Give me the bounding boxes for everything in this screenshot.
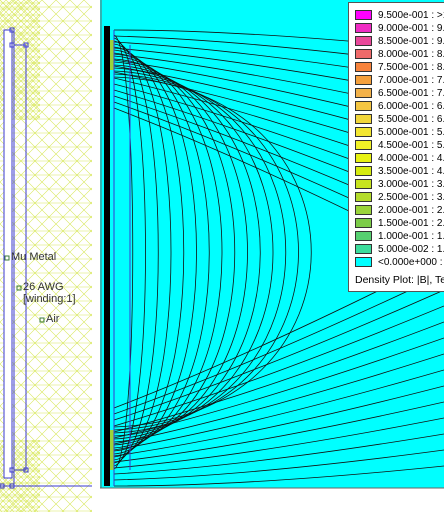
block-label-winding[interactable]: [winding:1] [23,293,76,305]
legend-label: 1.000e-001 : 1.500e-001 [378,230,444,242]
legend-row: 8.000e-001 : 8.500e-001 [355,48,444,60]
legend-label: 6.000e-001 : 6.500e-001 [378,100,444,112]
legend-row: <0.000e+000 : 5.000e-002 [355,256,444,268]
legend-label: 6.500e-001 : 7.000e-001 [378,87,444,99]
contour-line [113,465,444,487]
legend-row: 4.000e-001 : 4.500e-001 [355,152,444,164]
legend-label: <0.000e+000 : 5.000e-002 [378,256,444,268]
contour-line [113,321,444,433]
legend-swatch [355,75,372,85]
contour-line [113,369,444,451]
contour-line [113,337,444,439]
contour-line [113,40,159,464]
legend-swatch [355,114,372,124]
legend-label: 5.000e-002 : 1.000e-001 [378,243,444,255]
legend-label: 2.000e-001 : 2.500e-001 [378,204,444,216]
block-label-marker-wire[interactable] [16,285,22,291]
block-label-marker-air[interactable] [39,317,45,323]
legend-swatch [355,23,372,33]
legend-swatch [355,192,372,202]
block-label-air[interactable]: Air [46,313,60,325]
node-marker[interactable] [9,483,15,489]
contour-line [113,417,444,469]
block-label-marker-mu-metal[interactable] [4,255,10,261]
legend-row: 3.000e-001 : 3.500e-001 [355,178,444,190]
legend-swatch [355,88,372,98]
contour-line [113,449,444,481]
legend-swatch [355,49,372,59]
node-marker[interactable] [9,27,15,33]
node-marker[interactable] [23,42,29,48]
legend-swatch [355,244,372,254]
block-label-mu-metal[interactable]: Mu Metal [11,251,56,263]
mesh-svg: Mu Metal 26 AWG [winding:1] Air [0,0,92,512]
legend-swatch [355,218,372,228]
legend-swatch [355,205,372,215]
legend-label: 7.000e-001 : 7.500e-001 [378,74,444,86]
legend-row: 2.000e-001 : 2.500e-001 [355,204,444,216]
legend-swatch [355,166,372,176]
legend-row: 6.500e-001 : 7.000e-001 [355,87,444,99]
node-marker[interactable] [0,483,5,489]
contour-line [113,305,444,427]
legend-label: 5.000e-001 : 5.500e-001 [378,126,444,138]
legend-row: 4.500e-001 : 5.000e-001 [355,139,444,151]
contour-line [113,401,444,463]
legend-swatch [355,10,372,20]
node-marker[interactable] [9,467,15,473]
legend-label: 1.500e-001 : 2.000e-001 [378,217,444,229]
legend-swatch [355,127,372,137]
legend-row: 1.500e-001 : 2.000e-001 [355,217,444,229]
legend-row: 9.000e-001 : 9.500e-001 [355,22,444,34]
legend-row: 1.000e-001 : 1.500e-001 [355,230,444,242]
contour-line [113,273,444,415]
node-marker[interactable] [23,467,29,473]
node-marker[interactable] [9,42,15,48]
legend-title: Density Plot: |B|, Tesla [355,274,444,286]
legend-swatch [355,101,372,111]
legend-swatch [355,231,372,241]
contour-line [113,353,444,445]
legend-swatch [355,179,372,189]
legend-label: 4.500e-001 : 5.000e-001 [378,139,444,151]
legend-label: 3.000e-001 : 3.500e-001 [378,178,444,190]
legend-row: 7.000e-001 : 7.500e-001 [355,74,444,86]
legend-label: 8.000e-001 : 8.500e-001 [378,48,444,60]
legend-row: 2.500e-001 : 3.000e-001 [355,191,444,203]
legend-row: 5.000e-001 : 5.500e-001 [355,126,444,138]
winding-region[interactable] [3,29,13,479]
legend-label: 4.000e-001 : 4.500e-001 [378,152,444,164]
legend-label: 9.500e-001 : >1.000e+000 [378,9,444,21]
legend-label: 8.500e-001 : 9.000e-001 [378,35,444,47]
density-legend: 9.500e-001 : >1.000e+0009.000e-001 : 9.5… [348,2,444,292]
legend-label: 9.000e-001 : 9.500e-001 [378,22,444,34]
legend-row: 8.500e-001 : 9.000e-001 [355,35,444,47]
legend-swatch [355,257,372,267]
field-concentration-bottom [110,430,114,470]
mesh-view[interactable]: Mu Metal 26 AWG [winding:1] Air [0,0,92,512]
density-plot-view[interactable]: 9.500e-001 : >1.000e+0009.000e-001 : 9.5… [100,0,444,512]
legend-label: 5.500e-001 : 6.000e-001 [378,113,444,125]
block-label-wire[interactable]: 26 AWG [23,281,64,293]
legend-swatch [355,36,372,46]
contour-line [113,433,444,475]
contour-line [113,385,444,457]
contour-line [113,58,235,446]
legend-label: 3.500e-001 : 4.000e-001 [378,165,444,177]
legend-swatch [355,140,372,150]
legend-swatch [355,62,372,72]
legend-label: 7.500e-001 : 8.000e-001 [378,61,444,73]
contour-line [113,289,444,421]
contour-line [113,76,312,428]
legend-row: 6.000e-001 : 6.500e-001 [355,100,444,112]
legend-row: 3.500e-001 : 4.000e-001 [355,165,444,177]
legend-label: 2.500e-001 : 3.000e-001 [378,191,444,203]
legend-row: 7.500e-001 : 8.000e-001 [355,61,444,73]
field-concentration-top [110,40,114,70]
legend-row: 9.500e-001 : >1.000e+000 [355,9,444,21]
legend-row: 5.500e-001 : 6.000e-001 [355,113,444,125]
legend-row: 5.000e-002 : 1.000e-001 [355,243,444,255]
mu-metal-shield[interactable] [104,26,110,486]
legend-swatch [355,153,372,163]
